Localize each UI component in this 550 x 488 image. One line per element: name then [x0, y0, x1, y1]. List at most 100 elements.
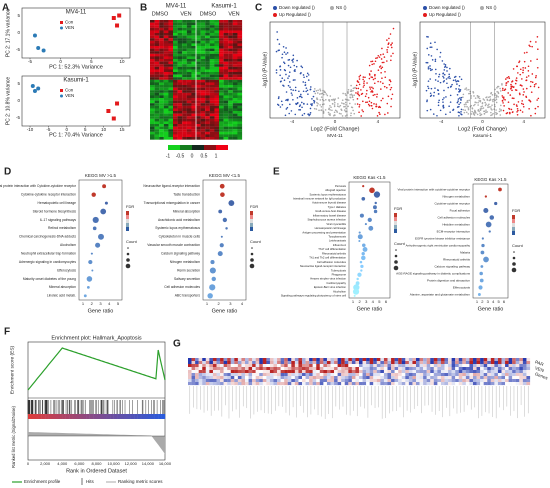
- heatmap-cell: [366, 376, 370, 380]
- heatmap-cell: [355, 370, 360, 374]
- volcano-point: [527, 65, 530, 68]
- heatmap-cell: [177, 27, 183, 31]
- x-tick-label: -5: [28, 59, 32, 64]
- heatmap-cell: [526, 361, 531, 365]
- volcano-point: [429, 108, 432, 111]
- heatmap-cell: [219, 72, 224, 75]
- heatmap-cell: [287, 373, 292, 377]
- heatmap-cell: [195, 370, 199, 374]
- colorbar-label: 0: [191, 153, 194, 159]
- volcano-point: [293, 70, 296, 72]
- size-key: [395, 249, 397, 251]
- heatmap-cell: [469, 379, 474, 383]
- heatmap-cell: [309, 361, 313, 365]
- heatmap-cell: [214, 61, 220, 65]
- heatmap-cell: [526, 379, 531, 383]
- heatmap-cell: [173, 85, 178, 88]
- heatmap-cell: [526, 370, 531, 374]
- heatmap-cell: [444, 376, 449, 380]
- heatmap-cell: [177, 105, 183, 109]
- heatmap-cell: [223, 118, 229, 122]
- heatmap-cell: [150, 53, 155, 57]
- heatmap-cell: [150, 113, 155, 117]
- heatmap-cell: [419, 358, 424, 362]
- heatmap-cell: [416, 376, 420, 380]
- heatmap-cell: [309, 376, 313, 380]
- heatmap-cell: [173, 82, 178, 86]
- heatmap-cell: [212, 379, 217, 383]
- heatmap-cell: [196, 51, 201, 54]
- heatmap-cell: [159, 72, 164, 75]
- volcano-point: [455, 88, 457, 90]
- heatmap-cell: [228, 92, 233, 96]
- heatmap-cell: [348, 373, 352, 377]
- heatmap-cell: [209, 61, 215, 65]
- volcano-point: [333, 104, 336, 106]
- heatmap-cell: [469, 364, 474, 368]
- volcano-point: [354, 103, 357, 105]
- heatmap-cell: [186, 22, 192, 26]
- heatmap-cell: [512, 382, 516, 386]
- volcano-point: [437, 93, 440, 95]
- colorbar-segment: [512, 223, 515, 227]
- heatmap-cell: [483, 364, 488, 368]
- heatmap-cell: [159, 33, 164, 36]
- colorbar-segment: [394, 225, 397, 229]
- volcano-point: [323, 103, 325, 105]
- heatmap-cell: [191, 53, 197, 57]
- volcano-point: [284, 114, 287, 117]
- volcano-point: [371, 86, 373, 89]
- heatmap-cell: [186, 111, 192, 114]
- x-tick-label: 2: [218, 301, 221, 306]
- volcano-point: [480, 113, 483, 116]
- heatmap-cell: [196, 25, 201, 28]
- heatmap-cell: [168, 40, 174, 44]
- rank-bar: [28, 414, 32, 419]
- heatmap-cell: [177, 90, 183, 93]
- volcano-point: [529, 60, 532, 62]
- heatmap-cell: [305, 364, 310, 368]
- heatmap-cell: [362, 358, 367, 362]
- heatmap-cell: [232, 92, 238, 96]
- volcano-point: [358, 111, 360, 114]
- heatmap-cell: [177, 98, 183, 101]
- volcano-point: [366, 89, 368, 92]
- volcano-point: [460, 96, 463, 99]
- volcano-point: [355, 87, 358, 90]
- volcano-point: [290, 92, 293, 94]
- x-tick-label: 2: [358, 299, 361, 304]
- heatmap-cell: [209, 74, 215, 78]
- volcano-point: [534, 107, 537, 110]
- heatmap-cell: [277, 382, 281, 386]
- volcano-point: [537, 48, 539, 51]
- volcano-point: [352, 89, 354, 92]
- heatmap-cell: [223, 51, 229, 54]
- heatmap-cell: [476, 382, 481, 386]
- heatmap-cell: [223, 20, 229, 23]
- volcano-point: [383, 85, 386, 88]
- volcano-point: [350, 114, 352, 117]
- heatmap-cell: [355, 361, 360, 365]
- heatmap-cell: [159, 124, 164, 127]
- volcano-point: [442, 75, 444, 78]
- heatmap-cell: [205, 38, 210, 41]
- enrichment-dot: [494, 201, 498, 206]
- heatmap-cell: [337, 370, 342, 374]
- heatmap-cell: [430, 373, 434, 377]
- volcano-point: [501, 95, 504, 97]
- volcano-point: [350, 89, 353, 91]
- volcano-point: [509, 112, 511, 115]
- volcano-point: [475, 101, 477, 104]
- heatmap-cell: [230, 370, 235, 374]
- heatmap-cell: [487, 361, 491, 365]
- heatmap-cell: [480, 358, 484, 362]
- pca-point: [32, 33, 37, 38]
- legend-label: Enrichment profile: [24, 479, 61, 484]
- heatmap-cell: [426, 373, 431, 377]
- rank-bar: [103, 414, 107, 419]
- heatmap-cell: [351, 382, 356, 386]
- heatmap-cell: [223, 129, 229, 132]
- heatmap-cell: [214, 90, 220, 93]
- heatmap-cell: [223, 64, 229, 67]
- heatmap-cell: [219, 105, 224, 109]
